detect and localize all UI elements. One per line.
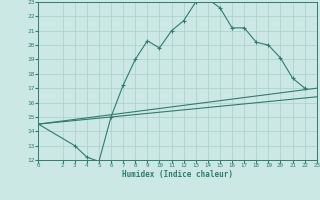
X-axis label: Humidex (Indice chaleur): Humidex (Indice chaleur) — [122, 170, 233, 179]
